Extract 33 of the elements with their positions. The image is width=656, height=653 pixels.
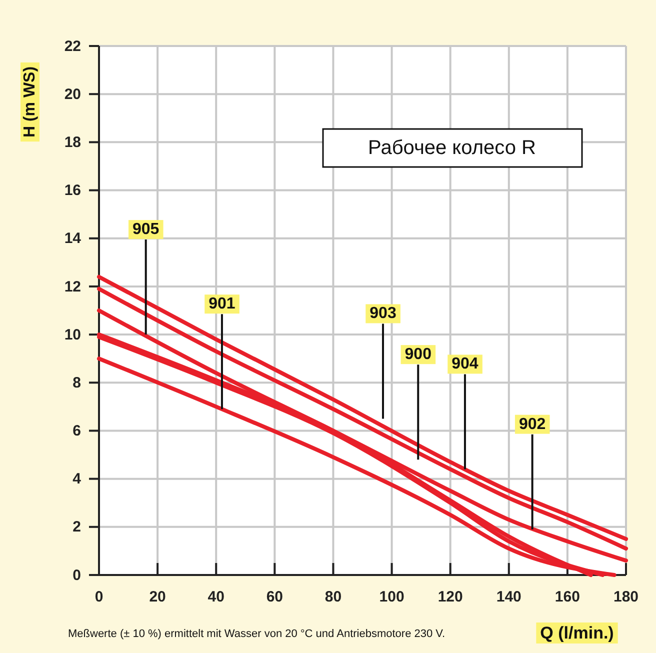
- x-tick-label: 20: [149, 588, 166, 606]
- text-box: Рабочее колесо R: [322, 128, 583, 168]
- y-tick-label: 20: [64, 86, 81, 103]
- y-tick-label: 6: [72, 422, 81, 440]
- x-tick-label: 80: [324, 588, 342, 606]
- y-axis-title: H (m WS): [22, 66, 38, 138]
- x-tick-label: 60: [266, 588, 284, 606]
- x-tick-label: 180: [613, 588, 639, 606]
- y-tick-label: 2: [72, 518, 81, 536]
- text: Meßwerte (± 10 %) ermittelt mit Wasser von 20 °C und Antriebsmotore 230 V.: [68, 628, 446, 640]
- y-tick-label: 14: [64, 230, 82, 248]
- annotation: 904: [452, 356, 478, 373]
- y-tick-label: 10: [64, 326, 81, 344]
- annotation: 901: [208, 296, 236, 313]
- annotation: 900: [404, 346, 432, 364]
- x-tick-label: 160: [554, 588, 580, 606]
- y-tick-label: 0: [72, 566, 81, 584]
- annotation: 905: [132, 221, 160, 238]
- annotation: 903: [370, 305, 396, 322]
- x-tick-label: 0: [94, 588, 104, 606]
- y-tick-label: 12: [64, 278, 81, 296]
- x-tick-label: 140: [496, 588, 522, 606]
- y-tick-label: 22: [64, 38, 81, 55]
- y-tick-label: 8: [72, 374, 81, 392]
- y-tick-label: 16: [64, 182, 81, 200]
- annotation: Рабочее колесо R: [368, 137, 536, 159]
- y-tick-label: 18: [64, 134, 81, 151]
- y-tick-label: 4: [72, 470, 82, 488]
- x-tick-label: 100: [379, 588, 404, 606]
- annotation: 902: [518, 416, 546, 433]
- x-tick-label: 120: [438, 588, 463, 606]
- x-axis-title: Q (l/min.): [540, 624, 614, 642]
- x-tick-label: 40: [208, 588, 224, 606]
